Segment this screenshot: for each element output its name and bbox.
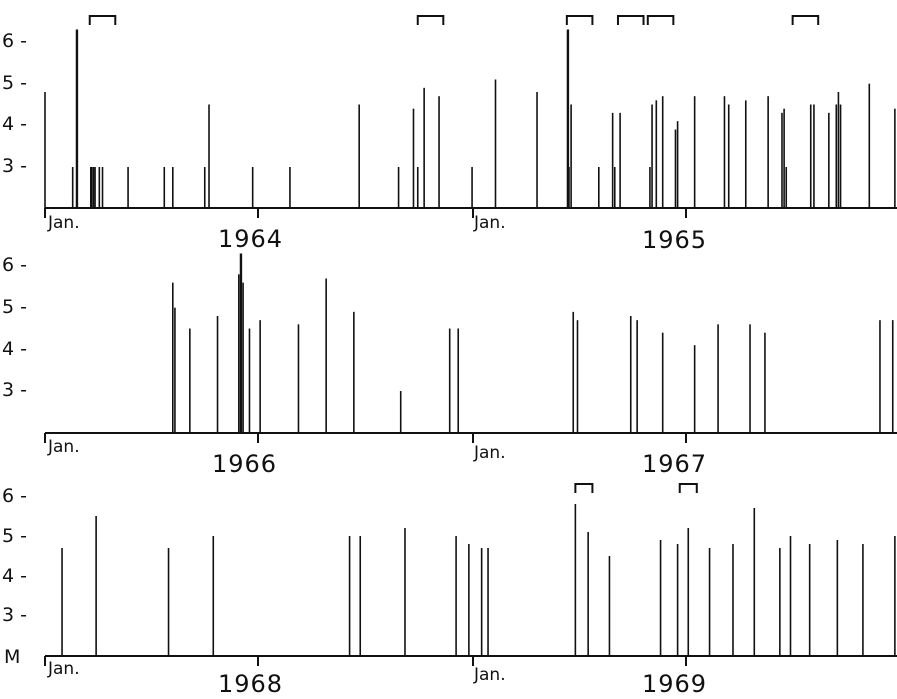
y-tick-label-3-middle: 3 - (2, 379, 27, 401)
bracket-top-3 (616, 15, 645, 25)
bracket-top-1 (416, 15, 445, 25)
x-label-year-top-1: 1964 (218, 225, 283, 253)
x-label-jan-top-2: Jan. (473, 213, 506, 233)
y-tick-label-6-bottom: 6 - (2, 485, 27, 507)
y-tick-label-3-bottom: 3 - (2, 604, 27, 626)
bracket-top-2 (565, 15, 594, 25)
y-tick-label-3-top: 3 - (2, 155, 27, 177)
x-label-year-middle-1: 1966 (212, 450, 277, 478)
x-label-jan-middle-2: Jan. (473, 443, 506, 463)
x-label-year-middle-2: 1967 (642, 450, 707, 478)
bars-top (44, 29, 896, 208)
y-tick-label-6-top: 6 - (2, 30, 27, 52)
bracket-bottom-1 (678, 483, 698, 493)
y-axis-letter-m: M (4, 646, 20, 668)
bars-bottom (61, 504, 896, 656)
y-tick-label-5-bottom: 5 - (2, 525, 27, 547)
bracket-top-5 (791, 15, 820, 25)
x-label-year-bottom-2: 1969 (642, 670, 707, 698)
y-tick-label-6-middle: 6 - (2, 254, 27, 276)
y-tick-label-5-middle: 5 - (2, 296, 27, 318)
y-tick-label-5-top: 5 - (2, 72, 27, 94)
y-tick-label-4-middle: 4 - (2, 338, 27, 360)
x-label-jan-top-1: Jan. (47, 213, 80, 233)
bracket-top-0 (88, 15, 117, 25)
x-label-year-bottom-1: 1968 (218, 670, 283, 698)
x-label-jan-middle-1: Jan. (47, 437, 80, 457)
brackets-top (88, 15, 820, 25)
x-label-year-top-2: 1965 (642, 226, 707, 254)
panel-bottom: 6 - 5 - 4 - 3 - M Jan. 1968 Jan. 1969 (2, 483, 897, 698)
y-tick-label-4-top: 4 - (2, 113, 27, 135)
bracket-top-4 (646, 15, 675, 25)
bars-middle (172, 253, 894, 433)
bracket-bottom-0 (574, 483, 594, 493)
x-label-jan-bottom-2: Jan. (473, 665, 506, 685)
x-label-jan-bottom-1: Jan. (47, 659, 80, 679)
y-tick-label-4-bottom: 4 - (2, 565, 27, 587)
brackets-bottom (574, 483, 698, 493)
panel-middle: 6 - 5 - 4 - 3 - Jan. 1966 Jan. 1967 (2, 253, 897, 478)
panel-top: 6 - 5 - 4 - 3 - Jan. 1964 Jan. 1965 (2, 15, 897, 254)
